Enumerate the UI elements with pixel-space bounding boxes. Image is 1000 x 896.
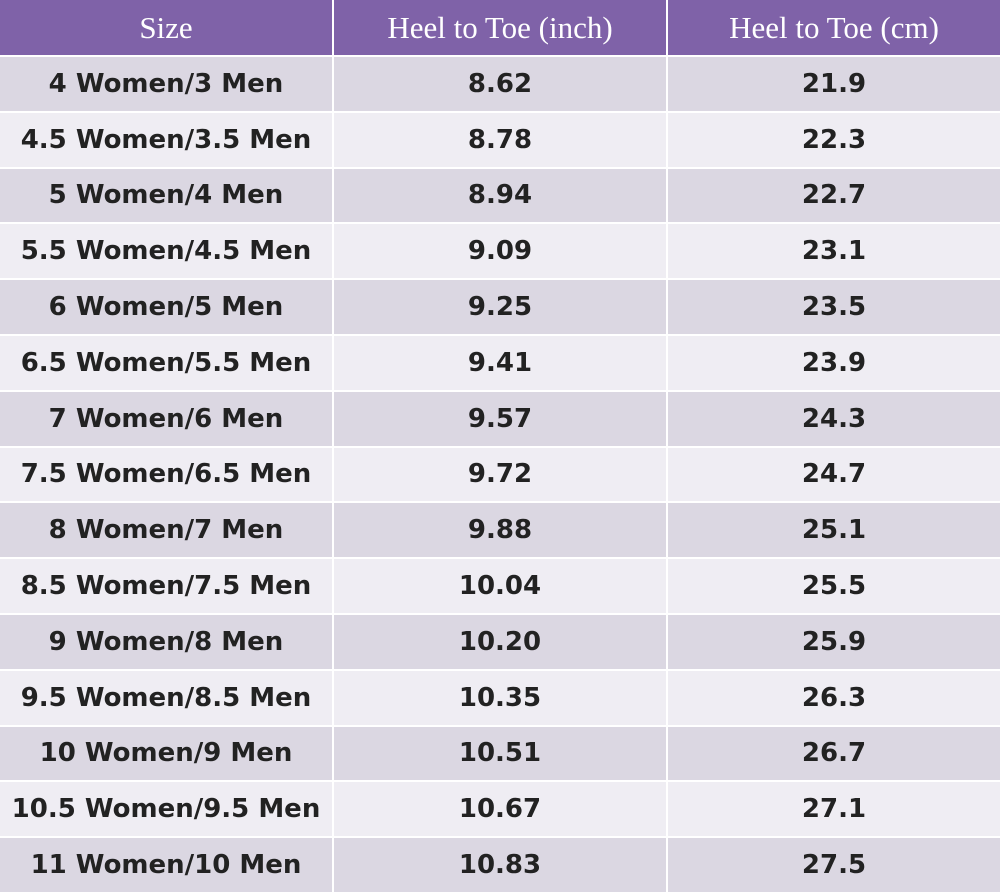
length-cell: 21.9 — [668, 57, 1000, 111]
size-cell: 6.5 Women/5.5 Men — [0, 335, 332, 390]
size-cell: 8.5 Women/7.5 Men — [0, 559, 332, 613]
size-cell: 9 Women/8 Men — [0, 614, 332, 669]
length-cell: 25.5 — [668, 559, 1000, 613]
length-cell: 23.5 — [668, 280, 1000, 334]
size-cell: 10.5 Women/9.5 Men — [0, 782, 332, 837]
length-cell: 27.5 — [668, 838, 1000, 892]
length-cell: 22.3 — [668, 112, 1000, 167]
length-cell: 10.67 — [334, 782, 666, 837]
size-cell: 11 Women/10 Men — [0, 838, 332, 892]
length-cell: 9.88 — [334, 503, 666, 558]
length-cell: 24.3 — [668, 391, 1000, 446]
length-cell: 27.1 — [668, 782, 1000, 837]
length-cell: 10.20 — [334, 614, 666, 669]
length-cell: 10.04 — [334, 559, 666, 613]
size-cell: 4 Women/3 Men — [0, 57, 332, 111]
length-cell: 8.78 — [334, 112, 666, 167]
length-cell: 25.1 — [668, 503, 1000, 558]
length-cell: 23.9 — [668, 335, 1000, 390]
length-cell: 24.7 — [668, 447, 1000, 502]
size-cell: 5 Women/4 Men — [0, 168, 332, 223]
size-cell: 4.5 Women/3.5 Men — [0, 112, 332, 167]
size-cell: 9.5 Women/8.5 Men — [0, 670, 332, 725]
size-cell: 7.5 Women/6.5 Men — [0, 447, 332, 502]
length-cell: 10.35 — [334, 670, 666, 725]
header-cell: Size — [0, 0, 332, 55]
length-cell: 10.83 — [334, 838, 666, 892]
length-cell: 10.51 — [334, 726, 666, 781]
length-cell: 8.94 — [334, 168, 666, 223]
length-cell: 26.3 — [668, 670, 1000, 725]
header-cell: Heel to Toe (cm) — [668, 0, 1000, 55]
length-cell: 8.62 — [334, 57, 666, 111]
length-cell: 22.7 — [668, 168, 1000, 223]
length-cell: 23.1 — [668, 224, 1000, 279]
size-cell: 7 Women/6 Men — [0, 391, 332, 446]
length-cell: 9.41 — [334, 335, 666, 390]
size-cell: 10 Women/9 Men — [0, 726, 332, 781]
size-cell: 8 Women/7 Men — [0, 503, 332, 558]
length-cell: 9.57 — [334, 391, 666, 446]
length-cell: 9.25 — [334, 280, 666, 334]
length-cell: 26.7 — [668, 726, 1000, 781]
length-cell: 25.9 — [668, 614, 1000, 669]
size-cell: 5.5 Women/4.5 Men — [0, 224, 332, 279]
size-cell: 6 Women/5 Men — [0, 280, 332, 334]
length-cell: 9.09 — [334, 224, 666, 279]
length-cell: 9.72 — [334, 447, 666, 502]
header-cell: Heel to Toe (inch) — [334, 0, 666, 55]
